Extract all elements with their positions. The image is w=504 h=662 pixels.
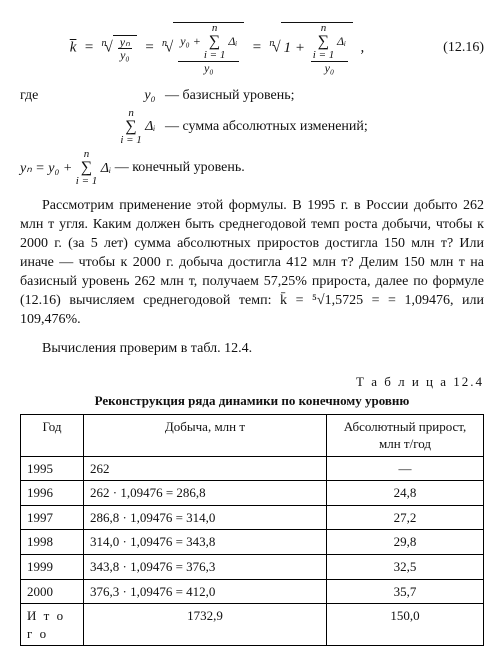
cell-inc: — [327, 456, 484, 481]
table-label: Т а б л и ц а 12.4 [20, 373, 484, 391]
table-row: 1999343,8 · 1,09476 = 376,332,5 [21, 554, 484, 579]
frac-num: yₙ [118, 36, 132, 50]
def1-text: — базисный уровень; [165, 88, 294, 103]
table-row: 2000376,3 · 1,09476 = 412,035,7 [21, 579, 484, 604]
col-year: Год [21, 414, 84, 456]
cell-calc: 262 [84, 456, 327, 481]
def1-symbol: y₀ [66, 87, 156, 106]
table-header-row: Год Добыча, млн т Абсолютный прирост, мл… [21, 414, 484, 456]
table-row: 1997286,8 · 1,09476 = 314,027,2 [21, 505, 484, 530]
cell-inc: 35,7 [327, 579, 484, 604]
dynamics-table: Год Добыча, млн т Абсолютный прирост, мл… [20, 414, 484, 646]
cell-calc: 376,3 · 1,09476 = 412,0 [84, 579, 327, 604]
def3-symbol: yₙ = y₀ + n ∑ i = 1 Δᵢ [20, 161, 115, 176]
frac-den: y₀ [118, 49, 132, 62]
cell-inc: 29,8 [327, 530, 484, 555]
col-calc: Добыча, млн т [84, 414, 327, 456]
cell-year: 1998 [21, 530, 84, 555]
cell-year: 1996 [21, 481, 84, 506]
where-label: где [20, 87, 62, 106]
def2-text: — сумма абсолютных изменений; [165, 120, 368, 135]
cell-year: 2000 [21, 579, 84, 604]
table-row: 1996262 · 1,09476 = 286,824,8 [21, 481, 484, 506]
cell-calc: 286,8 · 1,09476 = 314,0 [84, 505, 327, 530]
col-inc: Абсолютный прирост, млн т/год [327, 414, 484, 456]
cell-year: 1995 [21, 456, 84, 481]
def2-symbol: n ∑ i = 1 Δᵢ [66, 108, 156, 146]
formula-expression: k = n√ yₙ y₀ = n√ y₀ + n ∑ i = 1 Δᵢ y₀ [20, 22, 414, 75]
cell-calc: 262 · 1,09476 = 286,8 [84, 481, 327, 506]
cell-year: 1999 [21, 554, 84, 579]
cell-calc: 314,0 · 1,09476 = 343,8 [84, 530, 327, 555]
table-row: 1998314,0 · 1,09476 = 343,829,8 [21, 530, 484, 555]
formula-block: k = n√ yₙ y₀ = n√ y₀ + n ∑ i = 1 Δᵢ y₀ [20, 22, 484, 75]
def3-text: — конечный уровень. [115, 161, 245, 176]
cell-inc: 27,2 [327, 505, 484, 530]
paragraph-check: Вычисления проверим в табл. 12.4. [20, 340, 484, 359]
equation-number: (12.16) [414, 39, 484, 58]
paragraph-main: Рассмотрим применение этой формулы. В 19… [20, 197, 484, 329]
definitions-block: где y₀ — базисный уровень; n ∑ i = 1 Δᵢ … [20, 87, 484, 188]
cell-calc: 343,8 · 1,09476 = 376,3 [84, 554, 327, 579]
cell-inc: 32,5 [327, 554, 484, 579]
table-caption: Реконструкция ряда динамики по конечному… [20, 392, 484, 410]
cell-inc: 24,8 [327, 481, 484, 506]
table-row: 1995262— [21, 456, 484, 481]
cell-year: 1997 [21, 505, 84, 530]
